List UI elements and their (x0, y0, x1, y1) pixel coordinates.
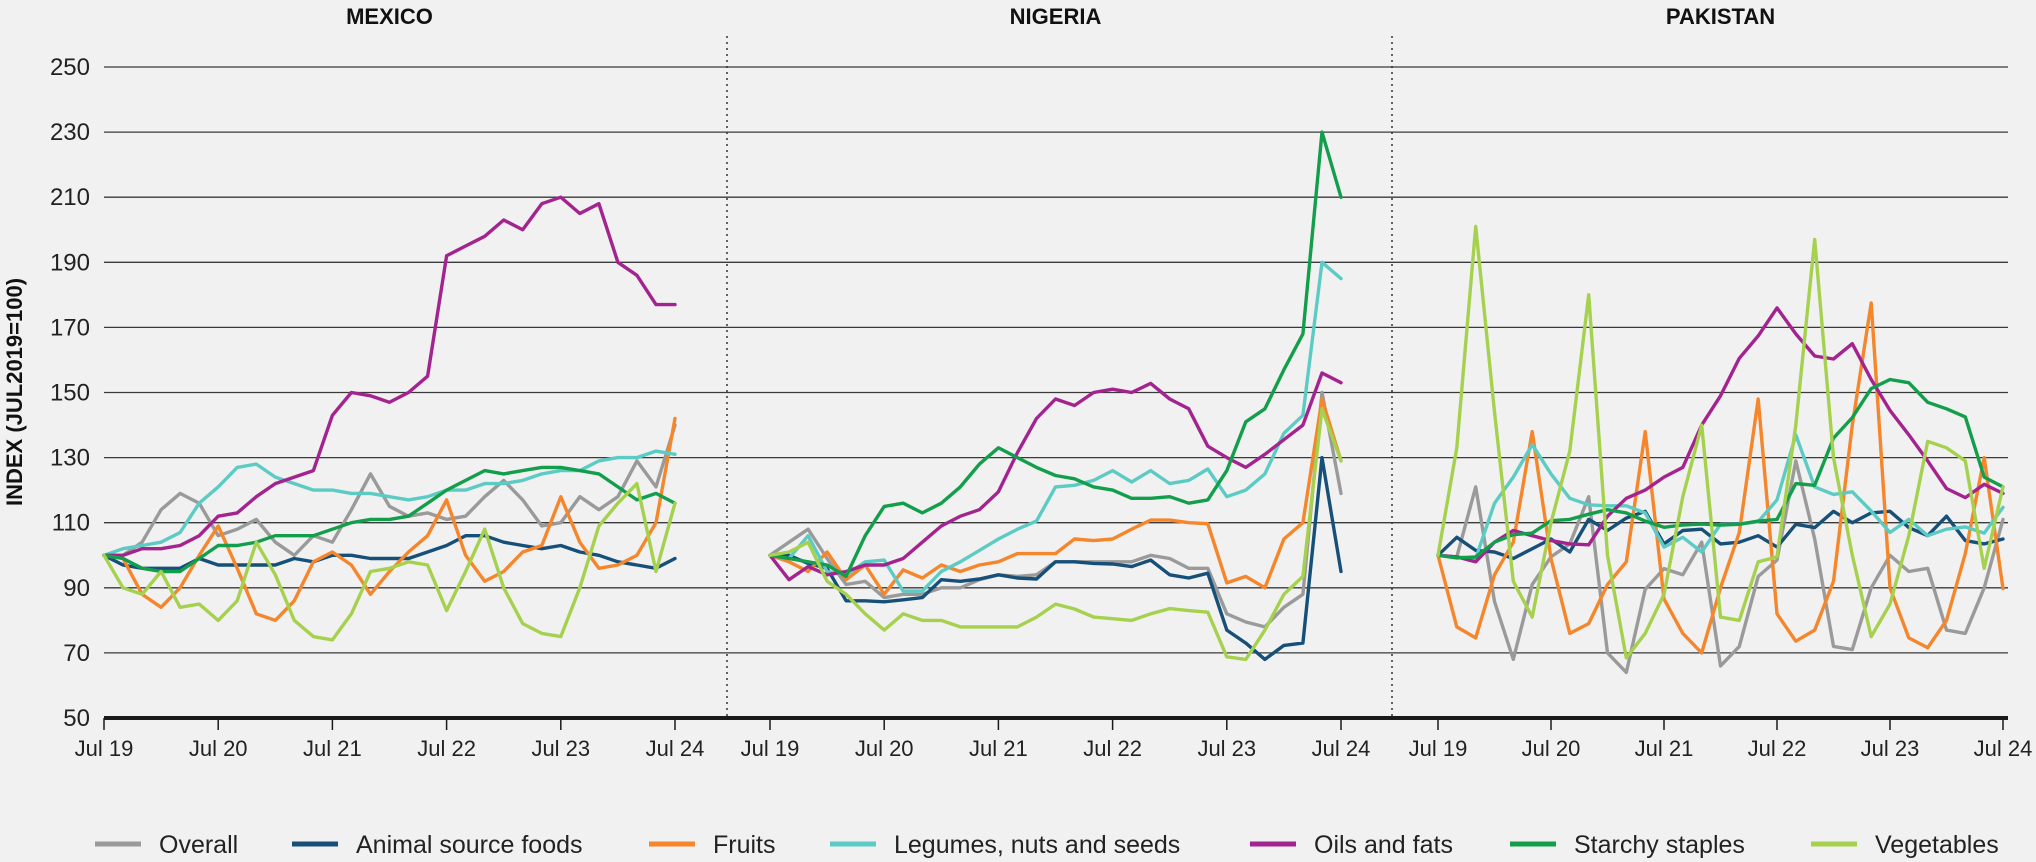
x-tick-label: Jul 23 (531, 736, 590, 761)
y-axis-title: INDEX (JUL2019=100) (2, 278, 27, 506)
x-tick-label: Jul 20 (1522, 736, 1581, 761)
x-tick-label: Jul 23 (1861, 736, 1920, 761)
x-tick-label: Jul 20 (189, 736, 248, 761)
y-tick-label: 250 (50, 54, 90, 81)
legend-item: Fruits (649, 831, 776, 859)
y-tick-label: 50 (63, 705, 90, 732)
legend-item: Vegetables (1811, 831, 1999, 859)
x-tick-label: Jul 20 (855, 736, 914, 761)
x-tick-label: Jul 24 (1974, 736, 2033, 761)
x-tick-label: Jul 19 (1409, 736, 1468, 761)
series-line-overall (768, 390, 1343, 629)
series-line-vegetables (1436, 224, 2005, 660)
legend-label: Overall (159, 831, 238, 859)
x-tick-label: Jul 22 (1083, 736, 1142, 761)
panel-nigeria: NIGERIA Jul 19 Jul 20 Jul 21 Jul 22 Jul 23 Jul… (741, 4, 1371, 761)
y-tick-label: 190 (50, 249, 90, 276)
x-tick-label: Jul 24 (646, 736, 705, 761)
y-axis-labels: 50 70 90 110 130 150 170 190 210 230 250 (50, 54, 90, 732)
panel-title: MEXICO (346, 4, 433, 29)
panels: MEXICO Jul 19 Jul 20 Jul 21 Jul 22 Jul 23 Jul … (75, 4, 2033, 761)
series-line-oils-and-fats (102, 195, 677, 557)
series-line-starchy-staples (102, 465, 677, 574)
series-line-overall (1436, 459, 2005, 675)
x-tick-label: Jul 21 (969, 736, 1028, 761)
y-tick-label: 150 (50, 380, 90, 407)
series-line-overall (102, 423, 677, 557)
y-tick-label: 210 (50, 184, 90, 211)
series-line-vegetables (102, 481, 677, 642)
panel-title: PAKISTAN (1666, 4, 1775, 29)
y-tick-label: 230 (50, 119, 90, 146)
x-tick-label: Jul 19 (741, 736, 800, 761)
y-tick-label: 170 (50, 314, 90, 341)
x-tick-label: Jul 21 (1635, 736, 1694, 761)
legend-label: Fruits (713, 831, 776, 859)
legend: Overall Animal source foods Fruits Legumes,… (95, 831, 1999, 859)
x-tick-label: Jul 23 (1197, 736, 1256, 761)
series-line-vegetables (768, 407, 1343, 662)
y-tick-label: 70 (63, 640, 90, 667)
y-tick-label: 110 (52, 510, 90, 537)
y-tick-label: 130 (50, 445, 90, 472)
panel-pakistan: PAKISTAN Jul 19 Jul 20 Jul 21 Jul 22 Jul 23 Ju… (1409, 4, 2033, 761)
series-line-starchy-staples (768, 130, 1343, 579)
legend-label: Starchy staples (1574, 831, 1745, 859)
series-line-legumes-nuts-and-seeds (768, 260, 1343, 593)
legend-item: Starchy staples (1510, 831, 1745, 859)
legend-label: Legumes, nuts and seeds (894, 831, 1180, 859)
gridlines (104, 36, 2008, 720)
series-line-starchy-staples (1436, 377, 2005, 560)
legend-item: Legumes, nuts and seeds (830, 831, 1180, 859)
series-line-fruits (102, 416, 677, 623)
panel-mexico: MEXICO Jul 19 Jul 20 Jul 21 Jul 22 Jul 23 Jul … (75, 4, 705, 761)
y-tick-label: 90 (63, 575, 90, 602)
series-line-fruits (768, 397, 1343, 596)
legend-item: Animal source foods (292, 831, 583, 859)
x-tick-label: Jul 21 (303, 736, 362, 761)
x-tick-label: Jul 19 (75, 736, 134, 761)
x-tick-label: Jul 24 (1312, 736, 1371, 761)
series-line-oils-and-fats (768, 371, 1343, 582)
panel-title: NIGERIA (1010, 4, 1102, 29)
x-tick-label: Jul 22 (417, 736, 476, 761)
series-line-animal-source-foods (768, 455, 1343, 662)
legend-label: Animal source foods (356, 831, 583, 859)
legend-item: Oils and fats (1250, 831, 1453, 859)
x-tick-label: Jul 22 (1748, 736, 1807, 761)
legend-label: Oils and fats (1314, 831, 1453, 859)
legend-item: Overall (95, 831, 238, 859)
legend-label: Vegetables (1875, 831, 1999, 859)
series-line-oils-and-fats (1436, 306, 2005, 564)
series-line-fruits (1436, 301, 2005, 655)
